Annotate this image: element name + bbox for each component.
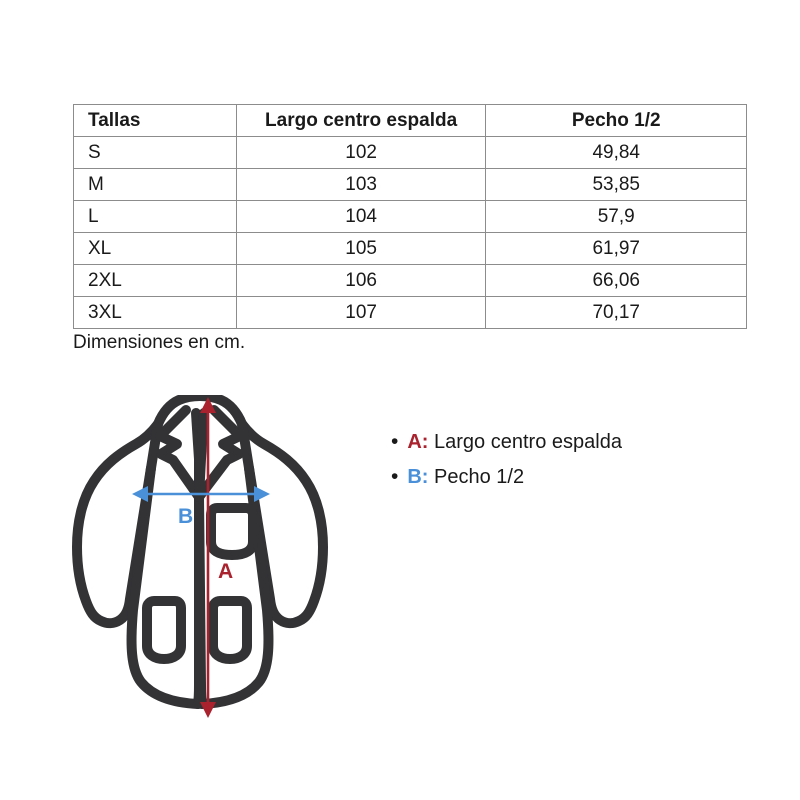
svg-text:B: B: [178, 505, 193, 528]
svg-text:A: A: [218, 560, 233, 583]
